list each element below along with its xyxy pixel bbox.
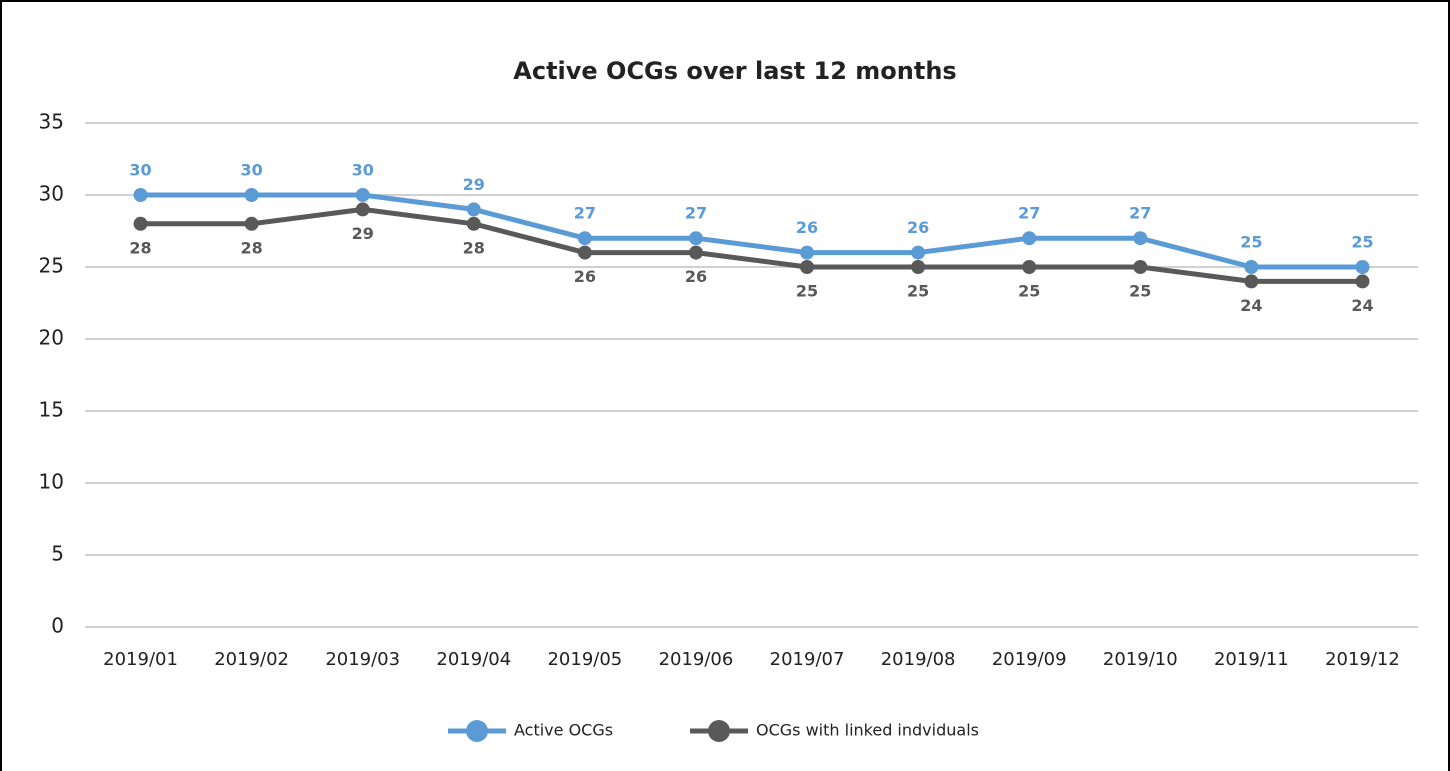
x-tick-label: 2019/07 bbox=[770, 649, 845, 670]
series-line bbox=[140, 206, 1363, 284]
data-label: 25 bbox=[1018, 282, 1040, 301]
data-label: 26 bbox=[685, 267, 707, 286]
data-point bbox=[577, 245, 592, 260]
x-tick-label: 2019/06 bbox=[659, 649, 734, 670]
data-point bbox=[800, 245, 815, 260]
y-tick-label: 30 bbox=[39, 182, 64, 206]
data-point bbox=[1355, 274, 1370, 289]
data-label: 25 bbox=[1129, 282, 1151, 301]
data-label: 26 bbox=[796, 218, 818, 237]
data-point bbox=[244, 188, 259, 202]
x-tick-label: 2019/02 bbox=[214, 649, 289, 670]
data-label: 25 bbox=[1351, 233, 1373, 252]
data-point bbox=[688, 245, 703, 260]
legend-label: OCGs with linked indviduals bbox=[756, 721, 979, 740]
data-point bbox=[1022, 260, 1037, 274]
data-point bbox=[800, 260, 815, 274]
data-label: 29 bbox=[352, 224, 374, 243]
x-tick-label: 2019/10 bbox=[1103, 649, 1178, 670]
y-tick-label: 25 bbox=[39, 254, 64, 278]
x-tick-label: 2019/11 bbox=[1214, 649, 1289, 670]
data-point bbox=[911, 260, 926, 274]
y-tick-label: 20 bbox=[39, 326, 64, 350]
x-tick-label: 2019/03 bbox=[325, 649, 400, 670]
data-label: 24 bbox=[1240, 296, 1262, 315]
data-label: 30 bbox=[129, 161, 151, 180]
data-label: 26 bbox=[574, 267, 596, 286]
data-label: 30 bbox=[352, 161, 374, 180]
data-point bbox=[1244, 260, 1259, 274]
data-label: 25 bbox=[1240, 233, 1262, 252]
data-point bbox=[1244, 274, 1259, 289]
data-label: 28 bbox=[240, 238, 262, 257]
data-point bbox=[133, 216, 148, 231]
data-point bbox=[911, 245, 926, 260]
legend-marker bbox=[466, 720, 488, 742]
data-point bbox=[466, 202, 481, 217]
x-tick-label: 2019/05 bbox=[547, 649, 622, 670]
y-tick-label: 10 bbox=[39, 470, 64, 494]
data-point bbox=[244, 216, 259, 231]
legend-label: Active OCGs bbox=[514, 721, 613, 740]
data-point bbox=[1133, 260, 1148, 274]
chart-title: Active OCGs over last 12 months bbox=[513, 57, 956, 85]
data-point bbox=[577, 231, 592, 246]
data-point bbox=[1355, 260, 1370, 274]
x-tick-label: 2019/04 bbox=[436, 649, 511, 670]
data-point bbox=[133, 188, 148, 202]
data-label: 29 bbox=[463, 175, 485, 194]
data-label: 28 bbox=[463, 238, 485, 257]
data-point bbox=[466, 216, 481, 231]
data-label: 24 bbox=[1351, 296, 1373, 315]
x-tick-label: 2019/08 bbox=[881, 649, 956, 670]
data-point bbox=[355, 202, 370, 217]
x-tick-label: 2019/12 bbox=[1325, 649, 1400, 670]
series-line bbox=[140, 192, 1363, 270]
data-point bbox=[1133, 231, 1148, 246]
y-tick-label: 15 bbox=[39, 398, 64, 422]
data-label: 28 bbox=[129, 238, 151, 257]
y-tick-label: 5 bbox=[51, 542, 64, 566]
data-label: 27 bbox=[574, 204, 596, 223]
data-point bbox=[355, 188, 370, 202]
data-label: 27 bbox=[1018, 204, 1040, 223]
data-label: 30 bbox=[240, 161, 262, 180]
data-label: 25 bbox=[796, 282, 818, 301]
y-tick-label: 35 bbox=[39, 110, 64, 134]
x-tick-label: 2019/01 bbox=[103, 649, 178, 670]
x-tick-label: 2019/09 bbox=[992, 649, 1067, 670]
data-label: 27 bbox=[1129, 204, 1151, 223]
legend-marker bbox=[708, 720, 730, 742]
data-point bbox=[1022, 231, 1037, 246]
y-tick-label: 0 bbox=[51, 614, 64, 638]
data-point bbox=[688, 231, 703, 246]
data-label: 25 bbox=[907, 282, 929, 301]
data-label: 26 bbox=[907, 218, 929, 237]
data-label: 27 bbox=[685, 204, 707, 223]
